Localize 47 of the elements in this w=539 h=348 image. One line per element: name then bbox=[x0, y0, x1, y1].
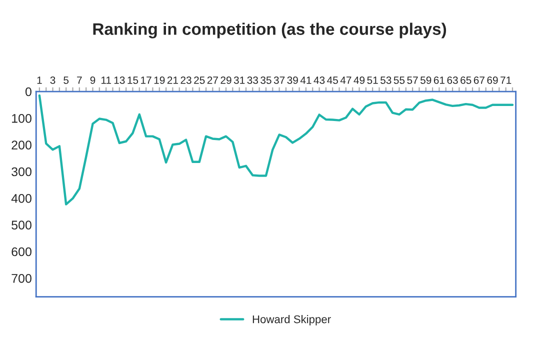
x-tick-label: 47 bbox=[340, 76, 352, 84]
x-tick-label: 35 bbox=[260, 76, 272, 84]
y-tick-label: 600 bbox=[12, 247, 32, 256]
y-tick-label: 400 bbox=[11, 194, 32, 203]
x-tick-label: 25 bbox=[194, 76, 205, 84]
x-tick-label: 9 bbox=[90, 76, 96, 84]
x-tick-label: 7 bbox=[77, 76, 82, 84]
x-tick-label: 65 bbox=[460, 76, 472, 84]
x-tick-label: 63 bbox=[447, 76, 458, 84]
x-tick-label: 5 bbox=[64, 76, 69, 84]
y-tick-label: 100 bbox=[12, 114, 32, 123]
x-tick-label: 21 bbox=[167, 76, 178, 84]
y-tick-label: 300 bbox=[12, 167, 32, 176]
x-tick-label: 29 bbox=[220, 76, 232, 84]
chart-title: Ranking in competition (as the course plays) bbox=[93, 22, 446, 38]
x-tick-label: 15 bbox=[128, 76, 138, 84]
x-tick-label: 33 bbox=[247, 76, 258, 84]
y-tick-label: 500 bbox=[12, 220, 32, 230]
x-tick-label: 3 bbox=[50, 76, 56, 84]
line-series bbox=[38, 94, 514, 206]
x-tick-label: 55 bbox=[394, 76, 405, 84]
y-tick-label: 0 bbox=[25, 87, 32, 96]
x-tick-label: 31 bbox=[234, 76, 245, 84]
legend-label: Howard Skipper bbox=[252, 315, 331, 326]
x-tick-label: 59 bbox=[420, 76, 432, 84]
x-tick-label: 17 bbox=[141, 76, 152, 84]
x-tick-label: 51 bbox=[367, 76, 378, 84]
x-tick-label: 41 bbox=[300, 76, 312, 84]
x-tick-label: 23 bbox=[180, 76, 192, 84]
x-tick-label: 43 bbox=[314, 76, 325, 84]
x-tick-label: 69 bbox=[487, 76, 498, 84]
x-tick-label: 39 bbox=[287, 76, 298, 84]
x-tick-label: 67 bbox=[474, 76, 484, 84]
y-tick-label: 200 bbox=[12, 140, 32, 150]
x-tick-label: 57 bbox=[407, 76, 418, 84]
x-tick-label: 11 bbox=[101, 76, 111, 84]
x-tick-label: 61 bbox=[434, 76, 444, 84]
y-tick-label: 700 bbox=[12, 274, 32, 283]
x-tick-label: 71 bbox=[500, 76, 512, 84]
x-tick-label: 19 bbox=[154, 76, 165, 84]
x-tick-label: 37 bbox=[274, 76, 285, 84]
x-tick-label: 27 bbox=[207, 76, 218, 84]
x-tick-label: 53 bbox=[380, 76, 392, 84]
x-tick-label: 45 bbox=[327, 76, 338, 84]
x-tick-label: 49 bbox=[354, 76, 365, 84]
x-tick-label: 1 bbox=[37, 76, 42, 84]
x-tick-label: 13 bbox=[114, 76, 125, 84]
